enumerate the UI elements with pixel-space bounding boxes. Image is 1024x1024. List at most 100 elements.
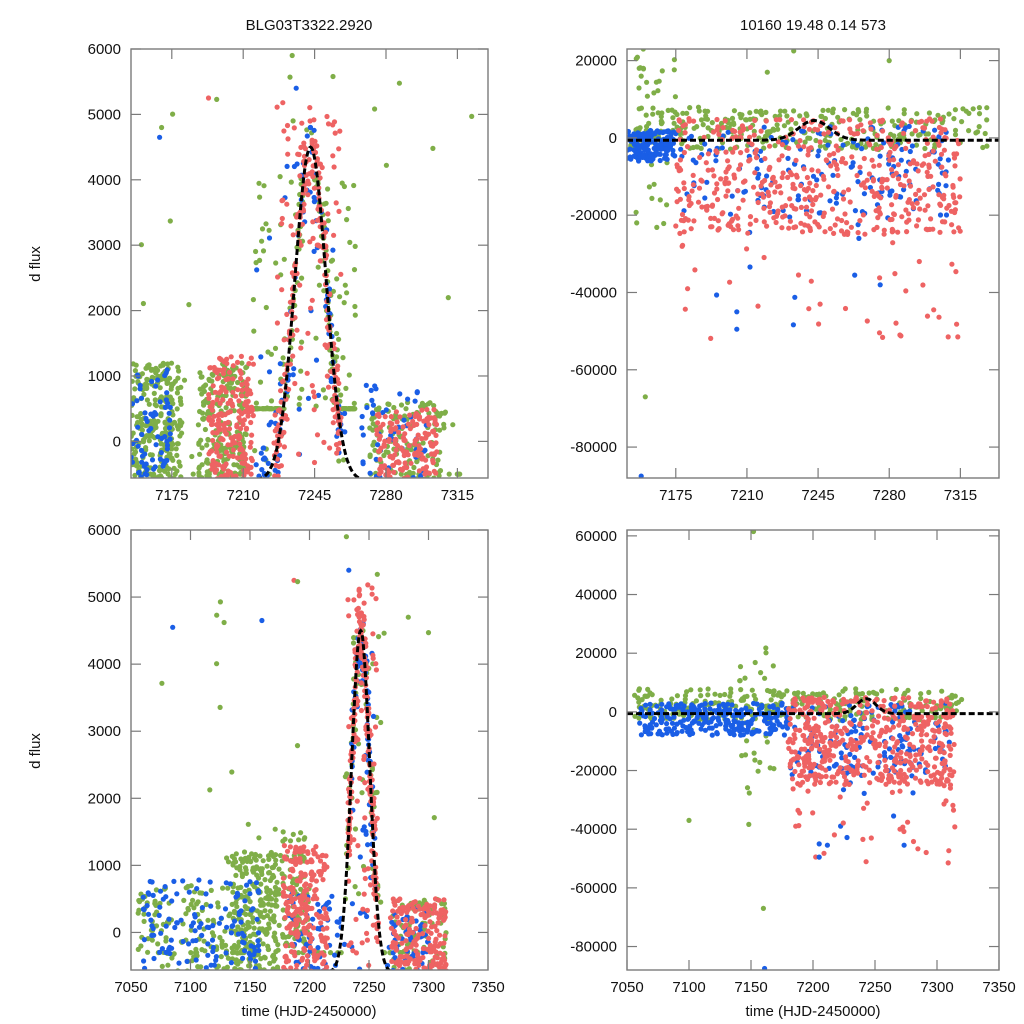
- data-point-green: [184, 968, 190, 970]
- data-point-red: [697, 154, 703, 160]
- data-point-green: [835, 114, 841, 120]
- data-point-green: [376, 405, 382, 411]
- data-point-red: [691, 218, 697, 224]
- data-point-red: [931, 307, 937, 313]
- data-point-blue: [222, 906, 229, 912]
- data-point-red: [793, 157, 799, 163]
- data-point-green: [256, 835, 262, 841]
- data-point-red: [358, 680, 364, 686]
- data-point-green: [661, 220, 667, 227]
- data-point-green: [132, 386, 138, 392]
- data-point-green: [684, 110, 690, 116]
- data-point-red: [285, 151, 291, 157]
- data-point-green: [842, 107, 848, 113]
- data-point-red: [230, 453, 236, 459]
- data-point-blue: [877, 282, 883, 288]
- data-point-red: [835, 147, 841, 153]
- data-point-blue: [937, 212, 944, 218]
- data-point-green: [407, 469, 413, 475]
- data-point-green: [665, 107, 671, 113]
- data-point-red: [936, 314, 942, 320]
- data-point-green: [133, 456, 139, 462]
- data-point-blue: [184, 958, 190, 965]
- data-point-red: [289, 899, 295, 905]
- series-red: [206, 100, 440, 478]
- data-point-red: [952, 209, 958, 216]
- data-point-red: [759, 191, 765, 197]
- data-point-blue: [790, 137, 796, 143]
- data-point-red: [795, 272, 802, 278]
- data-point-red: [248, 455, 254, 461]
- data-point-red: [397, 414, 403, 420]
- data-point-green: [446, 471, 452, 477]
- data-point-red: [338, 271, 344, 277]
- data-point-red: [952, 163, 958, 169]
- data-point-red: [364, 930, 370, 937]
- data-point-blue: [145, 911, 152, 917]
- data-point-red: [805, 185, 812, 191]
- data-point-green: [347, 239, 353, 245]
- data-point-blue: [275, 469, 281, 475]
- data-point-red: [763, 118, 769, 124]
- data-point-blue: [256, 473, 262, 478]
- data-point-red: [714, 116, 720, 123]
- data-point-green: [296, 837, 302, 843]
- data-point-green: [170, 111, 176, 117]
- data-point-blue: [370, 410, 376, 416]
- data-point-green: [636, 65, 642, 71]
- data-point-green: [258, 910, 264, 916]
- data-point-green: [341, 300, 347, 306]
- data-point-green: [272, 826, 278, 832]
- data-point-green: [645, 686, 651, 693]
- data-point-blue: [159, 435, 165, 441]
- data-point-green: [802, 139, 808, 145]
- data-point-green: [188, 901, 194, 908]
- data-point-green: [272, 852, 278, 858]
- data-point-blue: [840, 142, 846, 148]
- data-point-green: [194, 950, 200, 956]
- data-point-green: [698, 117, 705, 123]
- data-point-red: [917, 195, 923, 201]
- data-point-green: [245, 921, 251, 928]
- data-point-green: [421, 897, 427, 903]
- data-point-red: [705, 167, 711, 173]
- data-point-blue: [213, 957, 219, 963]
- data-point-red: [681, 185, 687, 192]
- data-point-green: [351, 267, 358, 273]
- data-point-green: [322, 395, 328, 401]
- y-tick-label: 3000: [88, 237, 121, 254]
- data-point-red: [250, 413, 256, 419]
- data-point-red: [895, 162, 902, 168]
- data-point-green: [351, 182, 357, 189]
- data-point-green: [257, 379, 264, 385]
- data-point-red: [810, 201, 816, 208]
- data-point-green: [214, 661, 220, 667]
- data-point-blue: [155, 434, 161, 440]
- data-point-green: [301, 836, 307, 842]
- data-point-blue: [192, 912, 198, 918]
- data-point-red: [844, 220, 850, 226]
- data-point-green: [749, 687, 755, 693]
- data-point-green: [165, 962, 171, 968]
- data-point-green: [225, 885, 231, 891]
- data-point-green: [441, 421, 447, 427]
- data-point-red: [677, 157, 684, 163]
- data-point-red: [361, 891, 367, 897]
- data-point-red: [926, 164, 932, 170]
- data-point-green: [445, 295, 451, 301]
- data-point-red: [353, 916, 359, 923]
- data-point-red: [348, 940, 354, 946]
- data-point-red: [223, 389, 229, 395]
- data-point-red: [320, 852, 326, 858]
- data-point-red: [294, 214, 300, 220]
- data-point-green: [175, 968, 181, 970]
- data-point-blue: [151, 466, 157, 472]
- data-point-green: [243, 894, 249, 900]
- data-point-red: [293, 844, 299, 850]
- x-tick-label: 7315: [944, 487, 977, 504]
- data-point-green: [405, 614, 411, 620]
- data-point-red: [747, 214, 754, 220]
- data-point-red: [406, 926, 412, 932]
- data-point-blue: [203, 965, 209, 970]
- data-point-red: [402, 460, 408, 466]
